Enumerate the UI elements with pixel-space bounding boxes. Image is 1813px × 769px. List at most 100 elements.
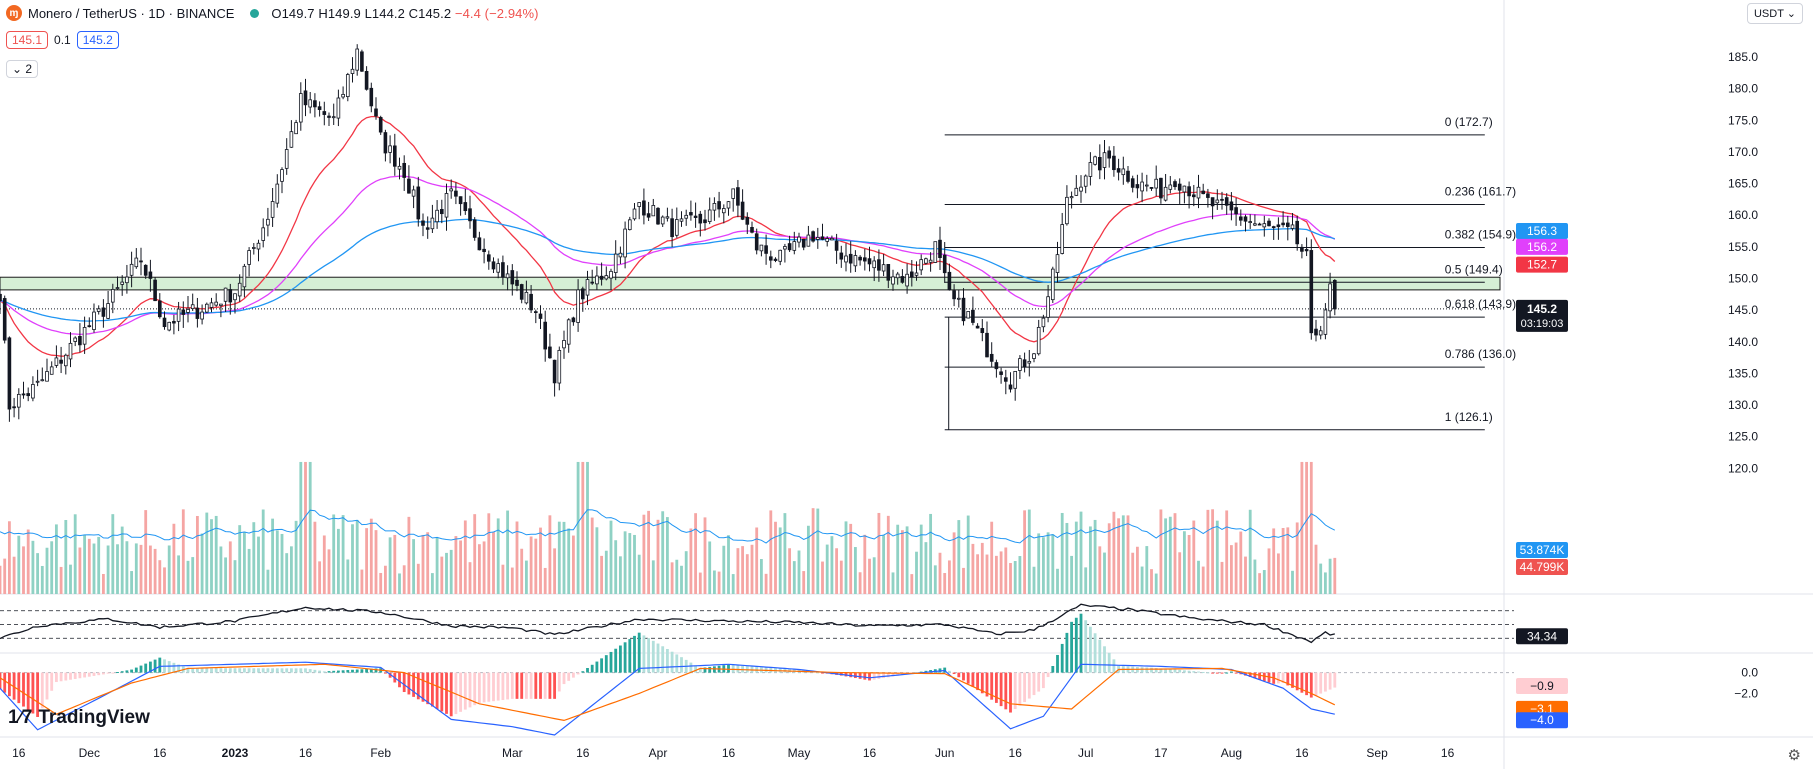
candle-body (877, 259, 881, 271)
macd-histogram-bar (402, 672, 406, 693)
candle-body (792, 241, 797, 251)
candle-body (411, 189, 416, 197)
volume-bar (548, 515, 552, 594)
volume-bar (788, 548, 792, 594)
candle-body (35, 380, 40, 383)
candle-body (891, 276, 895, 285)
macd-histogram-bar (134, 667, 138, 673)
candle-body (1036, 326, 1041, 355)
volume-bar (618, 556, 622, 594)
volume-bar (1121, 515, 1125, 594)
volume-bar (116, 544, 119, 594)
volume-bar (877, 512, 881, 594)
price-tick-label: 130.0 (1728, 398, 1758, 412)
candle-body (1314, 328, 1318, 336)
candle-body (674, 219, 679, 236)
input-value-b[interactable]: 145.2 (76, 31, 119, 49)
volume-bar (1145, 546, 1149, 594)
candle-body (40, 379, 45, 382)
time-tick-label: 16 (576, 746, 590, 760)
macd-histogram-bar (473, 672, 477, 706)
volume-bar (576, 461, 580, 594)
candle-body (895, 273, 900, 279)
time-tick-label: 17 (1154, 746, 1168, 760)
candle-body (1318, 330, 1323, 336)
symbol-title[interactable]: Monero / TetherUS · 1D · BINANCE (28, 5, 235, 21)
time-tick-label: Apr (649, 746, 668, 760)
candle-body (280, 169, 284, 182)
volume-bar (924, 542, 928, 594)
macd-histogram-bar (238, 668, 242, 673)
tradingview-brand[interactable]: 1⁄7 TradingView (8, 707, 150, 729)
macd-histogram-bar (567, 672, 571, 681)
volume-bar (797, 550, 801, 594)
volume-bar (1178, 552, 1182, 594)
macd-histogram-bar (1032, 672, 1036, 696)
candle-body (538, 313, 543, 319)
macd-histogram-bar (26, 672, 30, 711)
candle-body (703, 219, 707, 224)
ema-fast-tag: 152.7 (1527, 258, 1557, 272)
candle-body (1154, 178, 1159, 189)
macd-histogram-bar (694, 665, 698, 673)
volume-bar (1258, 573, 1262, 594)
ema-slow-tag-bg (1516, 223, 1568, 240)
candle-body (1309, 250, 1314, 334)
volume-bar (482, 541, 486, 594)
volume-bar (665, 517, 669, 594)
input-value-a[interactable]: 145.1 (6, 31, 49, 49)
moving-average-line (0, 175, 1336, 336)
currency-selector[interactable]: USDT ⌄ (1746, 3, 1803, 24)
volume-bar (774, 521, 777, 594)
candle-body (914, 272, 919, 276)
macd-histogram-bar (976, 672, 980, 691)
macd-histogram-bar (633, 635, 636, 673)
macd-histogram-bar (167, 661, 171, 673)
candle-body (1177, 183, 1182, 191)
macd-histogram-bar (1150, 667, 1153, 673)
volume-bar (120, 526, 124, 594)
price-tick-label: 175.0 (1728, 113, 1758, 127)
macd-histogram-bar (242, 668, 246, 673)
macd-histogram-bar (1140, 667, 1144, 673)
macd-histogram-bar (1258, 672, 1262, 680)
volume-bar (1211, 509, 1215, 594)
macd-histogram-bar (727, 664, 730, 673)
macd-histogram-bar (642, 635, 646, 673)
gear-icon[interactable]: ⚙ (1787, 747, 1801, 764)
candle-body (562, 340, 566, 349)
volume-bar (1112, 511, 1116, 594)
volume-bar (78, 547, 82, 594)
macd-tick-label: −2.0 (1734, 686, 1758, 700)
volume-bar (1305, 461, 1309, 594)
volume-bar (698, 572, 702, 594)
volume-bar (205, 512, 209, 594)
volume-bar (994, 555, 998, 594)
volume-bar (759, 559, 763, 594)
indicator-collapse[interactable]: ⌄ 2 (6, 60, 39, 78)
macd-histogram-bar (69, 672, 72, 680)
candle-body (989, 353, 994, 362)
candle-body (214, 301, 219, 306)
volume-bar (501, 564, 505, 594)
macd-histogram-bar (139, 665, 143, 673)
macd-histogram-bar (1192, 671, 1196, 673)
macd-histogram-bar (661, 646, 665, 673)
volume-bar (863, 534, 867, 594)
macd-histogram-bar (83, 672, 87, 678)
macd-histogram-bar (341, 670, 345, 673)
ohlc-text: O149.7 H149.9 L144.2 C145.2 (271, 5, 452, 21)
volume-bar (581, 461, 585, 594)
candle-body (1281, 222, 1285, 226)
volume-bar (468, 562, 472, 594)
volume-bar (1220, 561, 1224, 594)
volume-bar (853, 547, 857, 594)
collapse-toggle-button[interactable]: ⌄ 2 (6, 60, 39, 78)
volume-bar (1088, 526, 1092, 594)
macd-histogram-bar (1056, 654, 1059, 673)
candle-body (501, 262, 505, 278)
candle-body (1079, 186, 1083, 192)
candle-body (1187, 186, 1191, 197)
support-zone (0, 276, 1501, 291)
